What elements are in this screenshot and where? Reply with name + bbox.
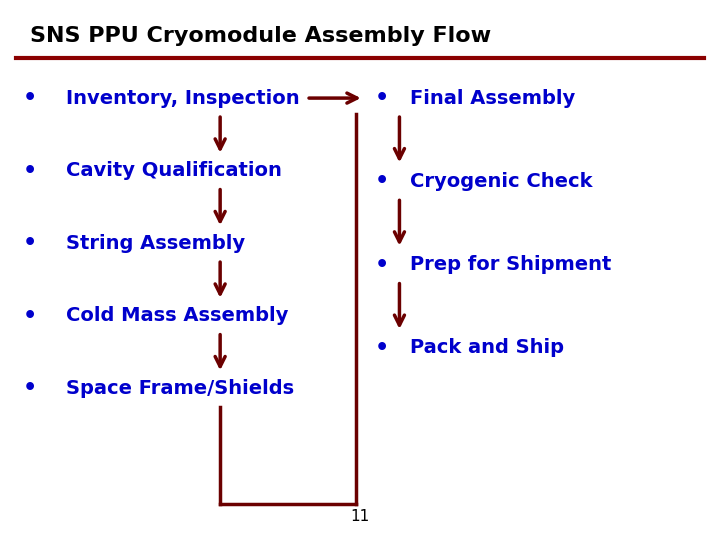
Text: Cold Mass Assembly: Cold Mass Assembly (66, 306, 288, 325)
Text: String Assembly: String Assembly (66, 234, 245, 253)
Text: •: • (374, 338, 389, 358)
Text: Prep for Shipment: Prep for Shipment (410, 255, 611, 274)
Text: •: • (374, 171, 389, 191)
Text: Space Frame/Shields: Space Frame/Shields (66, 379, 294, 397)
Text: •: • (23, 378, 37, 398)
Text: 11: 11 (351, 509, 369, 524)
Text: Final Assembly: Final Assembly (410, 89, 575, 107)
Text: •: • (23, 306, 37, 326)
Text: Inventory, Inspection: Inventory, Inspection (66, 89, 300, 107)
Text: •: • (23, 160, 37, 180)
Text: •: • (23, 88, 37, 108)
Text: SNS PPU Cryomodule Assembly Flow: SNS PPU Cryomodule Assembly Flow (30, 25, 491, 45)
Text: Cryogenic Check: Cryogenic Check (410, 172, 593, 191)
Text: Pack and Ship: Pack and Ship (410, 339, 564, 357)
Text: •: • (374, 88, 389, 108)
Text: Cavity Qualification: Cavity Qualification (66, 161, 282, 180)
Text: •: • (374, 255, 389, 275)
Text: •: • (23, 233, 37, 253)
